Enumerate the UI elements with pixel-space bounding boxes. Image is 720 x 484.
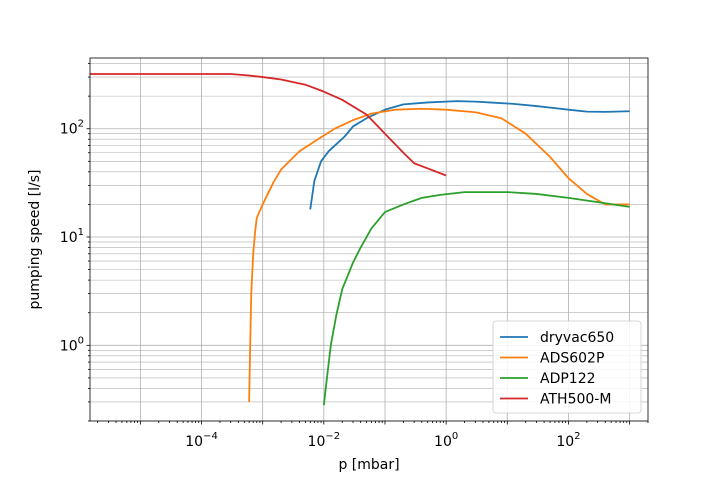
series-line-ads602p <box>248 107 630 402</box>
y-tick-label: 101 <box>60 227 84 246</box>
legend-entry: ADP122 <box>500 371 596 387</box>
series-layer <box>90 73 630 406</box>
x-tick-label: 102 <box>556 431 580 450</box>
x-tick-label: 100 <box>434 431 458 450</box>
x-axis-label: p [mbar] <box>338 457 399 473</box>
x-tick-label: 10−2 <box>308 431 341 450</box>
legend-box <box>492 320 642 414</box>
series-line-dryvac650 <box>309 100 630 210</box>
series-line-adp122 <box>322 191 630 406</box>
legend: dryvac650 ADS602P ADP122 ATH500-M <box>492 320 642 414</box>
legend-label: ADS602P <box>540 351 604 367</box>
y-tick-label: 100 <box>60 335 84 354</box>
legend-entry: ATH500-M <box>500 392 611 408</box>
x-tick-label: 10−4 <box>185 431 218 450</box>
plot-frame <box>89 57 649 422</box>
series-line-ath500-m <box>90 73 447 177</box>
legend-label: ATH500-M <box>540 392 611 408</box>
legend-entry: dryvac650 <box>500 330 614 346</box>
legend-label: ADP122 <box>540 371 596 387</box>
legend-entry: ADS602P <box>500 351 604 367</box>
y-tick-label: 102 <box>60 119 84 138</box>
legend-label: dryvac650 <box>540 330 614 346</box>
tick-layer: 10−4 10−2 100 102 100 101 102 <box>60 63 649 450</box>
y-axis-label: pumping speed [l/s] <box>27 170 43 310</box>
